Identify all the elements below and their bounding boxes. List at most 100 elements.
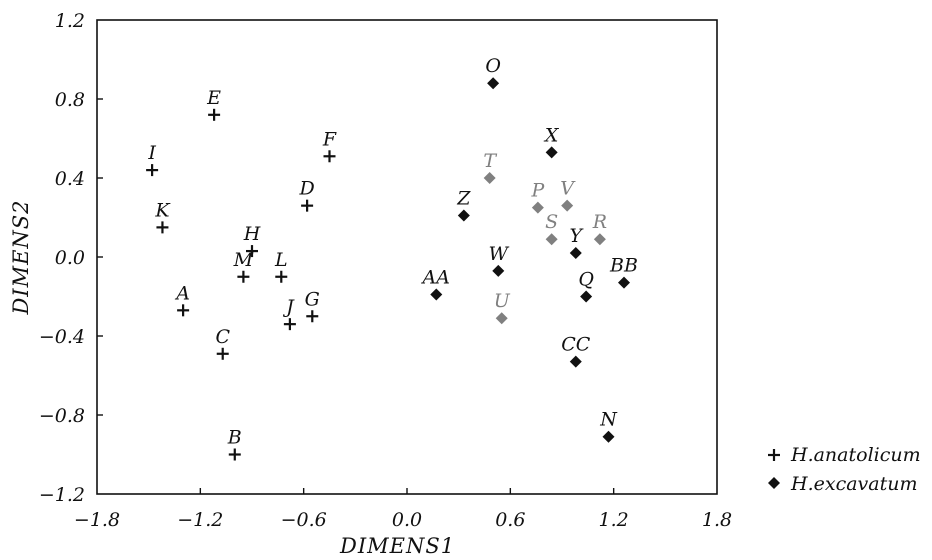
legend-label-excavatum: H.excavatum [790,473,918,495]
point-bb: BB [609,255,638,289]
point-w: W [489,243,510,277]
diamond-marker [618,276,630,289]
legend-label-anatolicum: H.anatolicum [790,444,921,466]
x-tick-label: 1.8 [702,509,732,531]
point-p: P [530,180,545,214]
point-label: A [174,282,190,304]
point-label: CC [561,334,591,356]
point-q: Q [578,269,594,303]
point-s: S [545,211,558,246]
point-label: S [545,211,558,233]
legend-plus-marker [768,449,780,461]
point-g: G [305,288,320,323]
diamond-marker [602,430,615,443]
diamond-marker [545,233,558,246]
diamond-marker [483,172,496,184]
point-u: U [494,290,511,325]
data-points: E F I D K HM L A GJ C B O X T P V Z S RY W BB AA Q U CC N [146,55,638,461]
point-label: V [560,178,576,200]
x-axis-title: DIMENS1 [339,534,455,558]
point-n: N [599,409,618,443]
legend: H.anatolicum H.excavatum [768,444,921,495]
y-tick-label: −0.8 [39,405,85,427]
x-tick-label: −0.6 [281,509,327,531]
x-tick-label: −1.8 [74,509,120,531]
point-l: L [274,249,288,283]
diamond-marker [457,209,470,222]
point-h: H [243,223,261,258]
diamond-marker [561,199,574,212]
diamond-marker [492,264,505,277]
point-z: Z [456,188,471,222]
point-label: Q [578,269,594,291]
point-o: O [485,55,501,90]
point-d: D [298,178,315,212]
point-label: BB [609,255,638,277]
legend-item-excavatum: H.excavatum [768,473,918,495]
x-tick-label: 1.2 [599,509,629,531]
point-label: D [298,178,314,200]
point-b: B [227,427,242,461]
point-label: E [206,87,221,109]
point-label: Z [456,188,471,210]
diamond-marker [545,146,558,159]
point-label: B [227,427,242,449]
point-cc: CC [561,334,591,368]
point-j: J [282,296,296,331]
point-label: U [494,290,511,312]
x-axis-ticks: −1.8 −1.2 −0.6 0.0 0.6 1.2 1.8 [74,488,732,531]
y-tick-label: 0.0 [55,247,85,269]
point-label: L [274,249,288,271]
point-r: R [592,211,607,246]
y-tick-label: 1.2 [55,10,85,32]
point-c: C [215,326,230,360]
point-y: Y [569,225,585,260]
x-tick-label: −1.2 [177,509,223,531]
point-k: K [154,199,171,234]
y-tick-label: −0.4 [39,326,85,348]
point-label: O [485,55,501,77]
y-tick-label: −1.2 [39,484,85,506]
point-m: M [233,249,254,283]
point-f: F [322,128,337,163]
y-axis-title: DIMENS2 [9,199,33,315]
diamond-marker [487,77,500,90]
point-label: K [154,199,171,221]
diamond-marker [593,233,606,246]
y-tick-label: 0.4 [55,168,85,190]
diamond-marker [430,288,443,301]
point-aa: AA [421,267,450,301]
point-label: C [215,326,230,348]
diamond-marker [531,201,544,214]
point-label: M [233,249,254,271]
point-label: R [592,211,607,233]
y-tick-label: 0.8 [55,89,85,111]
point-label: G [305,288,320,310]
diamond-marker [569,355,582,368]
point-label: AA [421,267,450,289]
point-x: X [543,124,560,159]
point-label: J [282,296,295,318]
x-tick-label: 0.0 [392,509,422,531]
point-t: T [483,150,497,184]
legend-diamond-marker [768,477,780,489]
point-v: V [560,178,576,212]
point-label: X [543,124,560,146]
point-i: I [146,142,159,177]
point-e: E [206,87,221,121]
x-tick-label: 0.6 [495,509,525,531]
legend-item-anatolicum: H.anatolicum [768,444,921,466]
point-label: N [599,409,618,431]
diamond-marker [580,290,593,303]
point-label: Y [570,225,585,247]
point-label: P [530,180,545,202]
y-axis-ticks: 1.2 0.8 0.4 0.0 −0.4 −0.8 −1.2 [39,10,103,506]
diamond-marker [495,312,508,325]
point-label: W [489,243,510,265]
point-label: T [483,150,497,172]
point-label: I [147,142,156,164]
point-label: H [243,223,261,245]
diamond-marker [569,247,582,260]
point-a: A [174,282,190,317]
